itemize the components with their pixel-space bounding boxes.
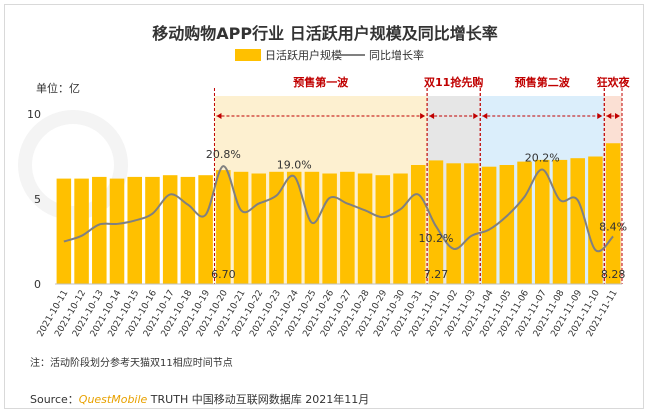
phase-label: 预售第二波 [515,75,571,89]
bar [269,171,284,284]
line-data-label: 19.0% [277,158,312,171]
line-data-label: 10.2% [418,232,453,245]
bar [145,176,160,284]
bar-data-label: 7.27 [424,268,449,281]
bar-data-label: 8.28 [601,268,626,281]
bar [251,173,267,284]
chart-title: 移动购物APP行业 日活跃用户规模及同比增长率 [152,24,498,43]
bar [322,173,337,284]
bar [180,176,196,284]
legend-line-swatch [339,54,365,56]
bar [56,178,72,284]
phase-arrow-head-right [615,113,620,119]
phase-arrow-head-right [473,113,479,119]
bar [198,175,213,284]
phase-arrow-head-left [429,113,435,119]
legend-bar-swatch [235,49,261,61]
bar [552,159,568,284]
legend-bar-label: 日活跃用户规模 [265,49,342,62]
phase-arrow-head-right [420,113,426,119]
y-tick-label: 10 [27,108,41,121]
source-prefix: Source： [30,393,79,406]
phase-band-1 [214,96,428,284]
bar [446,163,461,284]
bar [535,159,550,284]
source-line: Source：QuestMobile TRUTH 中国移动互联网数据库 2021… [30,391,369,407]
phase-label: 双11抢先购 [424,75,483,89]
line-data-label: 20.8% [206,148,241,161]
bar [464,163,479,284]
bar [216,170,231,284]
bar [570,158,585,284]
y-tick-label: 5 [34,193,41,206]
bar [127,176,142,284]
line-data-label: 8.4% [599,220,627,233]
bar [74,178,89,284]
bar [481,166,497,284]
legend-line-label: 同比增长率 [369,49,424,62]
line-data-label: 20.2% [525,152,560,165]
bar [92,176,107,284]
source-brand: QuestMobile [78,393,148,406]
bar [357,173,373,284]
bar [605,143,621,284]
bar-data-label: 6.70 [211,268,236,281]
phase-arrow-head-left [216,113,222,119]
bar [304,171,320,284]
phase-label: 预售第一波 [293,75,349,89]
phase-arrow-head-right [597,113,603,119]
bar [375,175,391,284]
bar [109,178,125,284]
bar [499,165,515,284]
bar [428,160,444,284]
footnote: 注：活动阶段划分参考天猫双11相应时间节点 [30,358,233,369]
bar [410,165,426,284]
phase-label: 狂欢夜 [597,75,631,89]
growth-rate-line [63,165,614,253]
y-axis-unit: 单位：亿 [36,82,80,95]
bar [162,175,178,284]
y-tick-label: 0 [34,278,41,291]
bar [233,171,249,284]
phase-arrow-head-left [606,113,612,119]
legend-item-line: 同比增长率 [339,47,424,63]
phase-arrow-head-left [482,113,488,119]
source-rest: TRUTH 中国移动互联网数据库 2021年11月 [147,393,370,406]
bar [340,171,355,284]
legend-item-bar: 日活跃用户规模 [235,47,342,63]
bar [286,171,302,284]
bar [393,173,408,284]
bar [517,161,532,284]
